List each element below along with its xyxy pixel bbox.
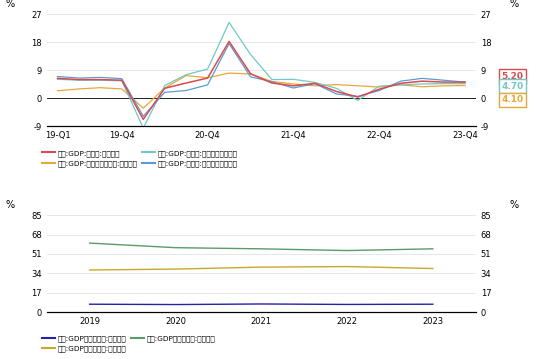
Text: 4.10: 4.10	[501, 95, 523, 104]
Text: %: %	[510, 0, 519, 9]
Text: %: %	[6, 200, 15, 210]
Text: 5.20: 5.20	[501, 72, 523, 81]
Text: 4.70: 4.70	[501, 82, 524, 91]
Text: %: %	[6, 0, 15, 9]
Legend: 中国:GDP:不变价:累计同比, 中国:GDP:不变价第一产业:累计同比, 中国:GDP:不变价:第二产业累计同比, 中国:GDP:不变价:第三产业累计同比: 中国:GDP:不变价:累计同比, 中国:GDP:不变价第一产业:累计同比, 中国…	[42, 150, 238, 167]
Legend: 中国:GDP增长贡献率:第一产业, 中国:GDP增长贡献率:第二产业, 中国:GDP增长贡献率:第三产业: 中国:GDP增长贡献率:第一产业, 中国:GDP增长贡献率:第二产业, 中国:G…	[42, 335, 216, 352]
Text: %: %	[510, 200, 519, 210]
